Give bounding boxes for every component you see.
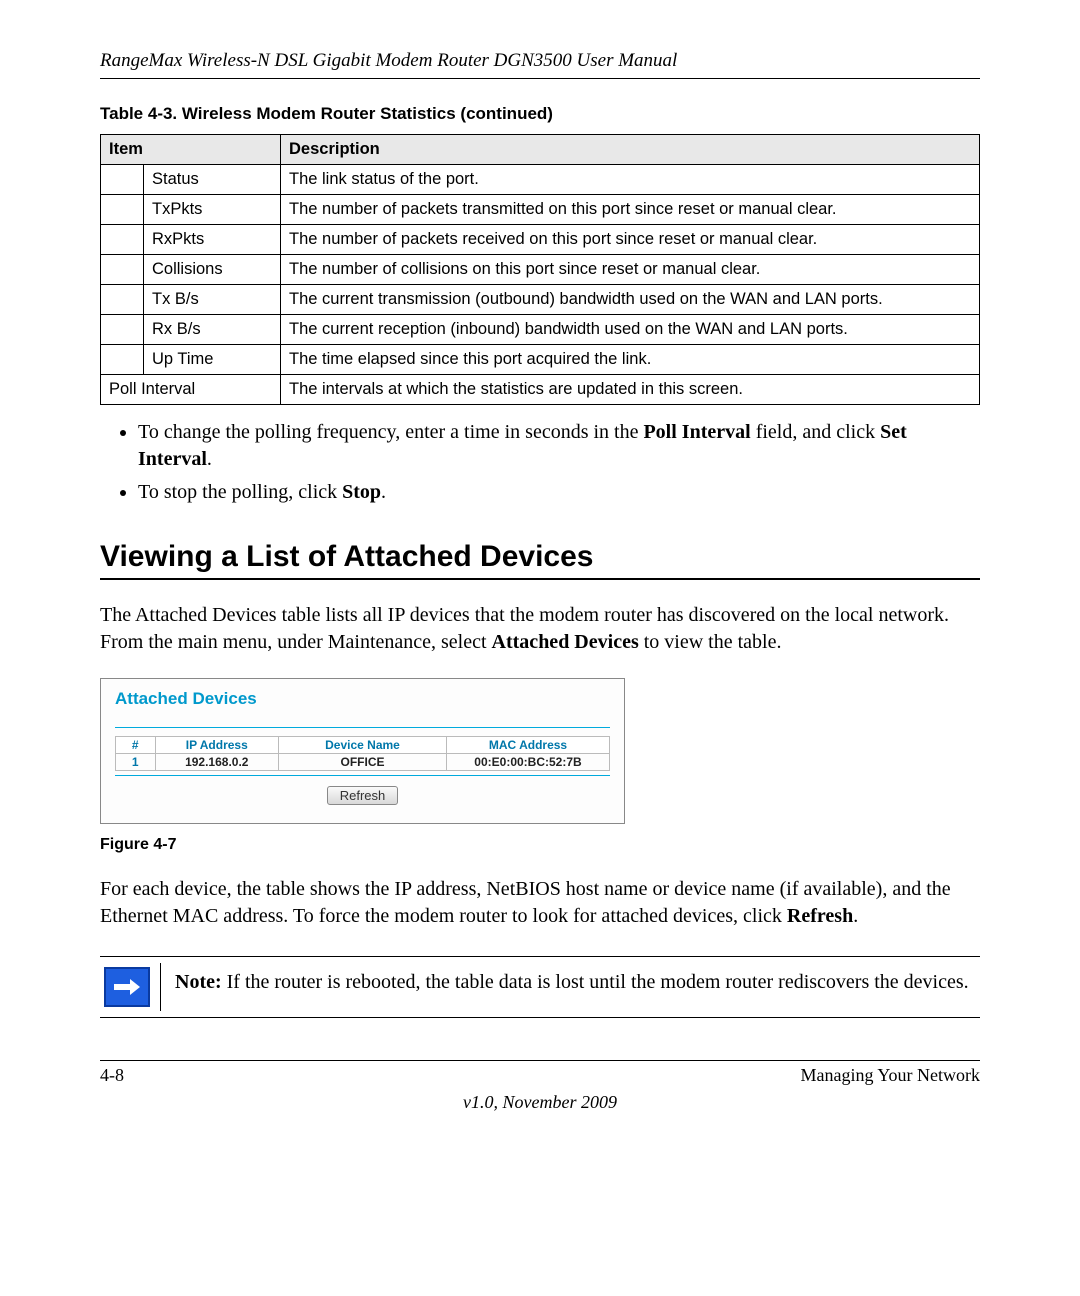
item-cell: Poll Interval (101, 375, 281, 405)
cell-ip: 192.168.0.2 (155, 754, 279, 771)
item-cell: Up Time (144, 345, 281, 375)
figure-caption: Figure 4-7 (100, 836, 980, 854)
bullet-list: To change the polling frequency, enter a… (100, 419, 980, 506)
page: RangeMax Wireless-N DSL Gigabit Modem Ro… (0, 0, 1080, 1143)
indent-cell (101, 225, 144, 255)
col-num: # (116, 737, 156, 754)
stats-table: Item Description StatusThe link status o… (100, 134, 980, 405)
attached-devices-screenshot: Attached Devices # IP Address Device Nam… (100, 678, 625, 824)
refresh-button[interactable]: Refresh (327, 786, 399, 805)
paragraph-1: The Attached Devices table lists all IP … (100, 602, 980, 656)
desc-cell: The time elapsed since this port acquire… (281, 345, 980, 375)
col-mac: MAC Address (446, 737, 609, 754)
arrow-icon (104, 967, 150, 1007)
footer-section: Managing Your Network (801, 1065, 981, 1086)
screenshot-divider (115, 727, 610, 728)
page-header-title: RangeMax Wireless-N DSL Gigabit Modem Ro… (100, 50, 980, 72)
col-ip: IP Address (155, 737, 279, 754)
footer-rule (100, 1060, 980, 1061)
indent-cell (101, 255, 144, 285)
note-icon-cell (100, 957, 160, 1017)
screenshot-divider-2 (115, 775, 610, 776)
desc-cell: The current transmission (outbound) band… (281, 285, 980, 315)
footer: 4-8 Managing Your Network v1.0, November… (100, 1060, 980, 1113)
desc-cell: The intervals at which the statistics ar… (281, 375, 980, 405)
paragraph-2: For each device, the table shows the IP … (100, 876, 980, 930)
table-caption: Table 4-3. Wireless Modem Router Statist… (100, 104, 980, 124)
item-cell: Tx B/s (144, 285, 281, 315)
indent-cell (101, 315, 144, 345)
refresh-row: Refresh (115, 786, 610, 805)
cell-mac: 00:E0:00:BC:52:7B (446, 754, 609, 771)
col-item: Item (101, 135, 281, 165)
item-cell: RxPkts (144, 225, 281, 255)
desc-cell: The number of collisions on this port si… (281, 255, 980, 285)
header-rule (100, 78, 980, 79)
indent-cell (101, 195, 144, 225)
desc-cell: The number of packets received on this p… (281, 225, 980, 255)
item-cell: TxPkts (144, 195, 281, 225)
col-description: Description (281, 135, 980, 165)
desc-cell: The number of packets transmitted on thi… (281, 195, 980, 225)
item-cell: Rx B/s (144, 315, 281, 345)
col-name: Device Name (279, 737, 447, 754)
desc-cell: The link status of the port. (281, 165, 980, 195)
indent-cell (101, 165, 144, 195)
desc-cell: The current reception (inbound) bandwidt… (281, 315, 980, 345)
item-cell: Collisions (144, 255, 281, 285)
footer-version: v1.0, November 2009 (100, 1092, 980, 1113)
indent-cell (101, 285, 144, 315)
note-box: Note: If the router is rebooted, the tab… (100, 956, 980, 1018)
cell-num: 1 (116, 754, 156, 771)
section-heading: Viewing a List of Attached Devices (100, 540, 980, 580)
note-text: Note: If the router is rebooted, the tab… (161, 957, 980, 1017)
cell-name: OFFICE (279, 754, 447, 771)
bullet-2: To stop the polling, click Stop. (138, 479, 980, 506)
devices-table: # IP Address Device Name MAC Address 1 1… (115, 736, 610, 771)
footer-page-number: 4-8 (100, 1065, 124, 1086)
indent-cell (101, 345, 144, 375)
screenshot-title: Attached Devices (115, 689, 610, 709)
item-cell: Status (144, 165, 281, 195)
bullet-1: To change the polling frequency, enter a… (138, 419, 980, 473)
